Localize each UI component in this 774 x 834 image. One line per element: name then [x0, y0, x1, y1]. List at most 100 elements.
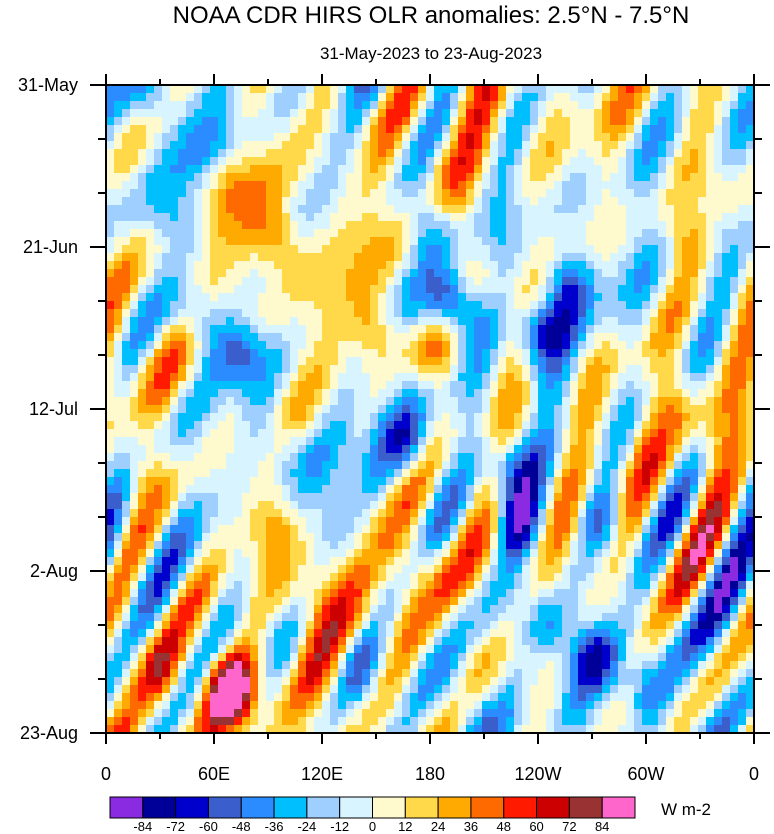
field-cell [474, 477, 483, 486]
field-cell [290, 477, 299, 486]
field-cell [746, 477, 754, 486]
field-cell [530, 277, 539, 286]
field-cell [658, 293, 667, 302]
field-cell [186, 461, 195, 470]
field-cell [738, 301, 747, 310]
field-cell [338, 285, 347, 294]
field-cell [402, 85, 411, 94]
field-cell [458, 573, 467, 582]
field-cell [482, 317, 491, 326]
field-cell [698, 549, 707, 558]
field-cell [450, 405, 459, 414]
field-cell [642, 341, 651, 350]
field-cell [186, 509, 195, 518]
field-cell [650, 173, 659, 182]
field-cell [434, 253, 443, 262]
field-cell [666, 93, 675, 102]
field-cell [602, 133, 611, 142]
field-cell [690, 141, 699, 150]
field-cell [458, 293, 467, 302]
field-cell [218, 165, 227, 174]
field-cell [146, 501, 155, 510]
field-cell [658, 341, 667, 350]
field-cell [402, 197, 411, 206]
field-cell [578, 461, 587, 470]
field-cell [114, 85, 123, 94]
field-cell [138, 133, 147, 142]
field-cell [170, 541, 179, 550]
field-cell [234, 229, 243, 238]
field-cell [522, 181, 531, 190]
field-cell [706, 245, 715, 254]
field-cell [570, 501, 579, 510]
field-cell [170, 85, 179, 94]
field-cell [290, 485, 299, 494]
field-cell [458, 173, 467, 182]
field-cell [618, 325, 627, 334]
field-cell [322, 317, 331, 326]
field-cell [306, 421, 315, 430]
field-cell [186, 373, 195, 382]
field-cell [194, 549, 203, 558]
field-cell [226, 157, 235, 166]
field-cell [298, 349, 307, 358]
field-cell [434, 197, 443, 206]
field-cell [290, 181, 299, 190]
field-cell [514, 285, 523, 294]
field-cell [346, 365, 355, 374]
field-cell [410, 341, 419, 350]
field-cell [386, 533, 395, 542]
field-cell [314, 149, 323, 158]
field-cell [602, 421, 611, 430]
field-cell [226, 341, 235, 350]
field-cell [554, 261, 563, 270]
field-cell [586, 221, 595, 230]
field-cell [290, 205, 299, 214]
field-cell [674, 157, 683, 166]
field-cell [178, 533, 187, 542]
field-cell [426, 173, 435, 182]
field-cell [738, 197, 747, 206]
field-cell [746, 461, 754, 470]
field-cell [106, 269, 115, 278]
field-cell [698, 133, 707, 142]
field-cell [490, 389, 499, 398]
field-cell [522, 565, 531, 574]
field-cell [410, 397, 419, 406]
field-cell [714, 285, 723, 294]
field-cell [370, 109, 379, 118]
field-cell [442, 285, 451, 294]
field-cell [114, 141, 123, 150]
field-cell [290, 445, 299, 454]
field-cell [154, 485, 163, 494]
field-cell [322, 261, 331, 270]
field-cell [354, 165, 363, 174]
field-cell [306, 109, 315, 118]
field-cell [498, 469, 507, 478]
field-cell [242, 405, 251, 414]
field-cell [218, 373, 227, 382]
field-cell [178, 245, 187, 254]
field-cell [394, 205, 403, 214]
field-cell [450, 189, 459, 198]
field-cell [386, 269, 395, 278]
field-cell [362, 277, 371, 286]
field-cell [178, 477, 187, 486]
field-cell [258, 317, 267, 326]
field-cell [298, 93, 307, 102]
field-cell [658, 453, 667, 462]
field-cell [338, 237, 347, 246]
field-cell [466, 205, 475, 214]
field-cell [386, 309, 395, 318]
field-cell [514, 189, 523, 198]
field-cell [226, 189, 235, 198]
field-cell [138, 213, 147, 222]
field-cell [522, 413, 531, 422]
field-cell [746, 85, 754, 94]
field-cell [674, 93, 683, 102]
field-cell [730, 469, 739, 478]
field-cell [210, 221, 219, 230]
field-cell [690, 373, 699, 382]
field-cell [354, 381, 363, 390]
field-cell [474, 109, 483, 118]
